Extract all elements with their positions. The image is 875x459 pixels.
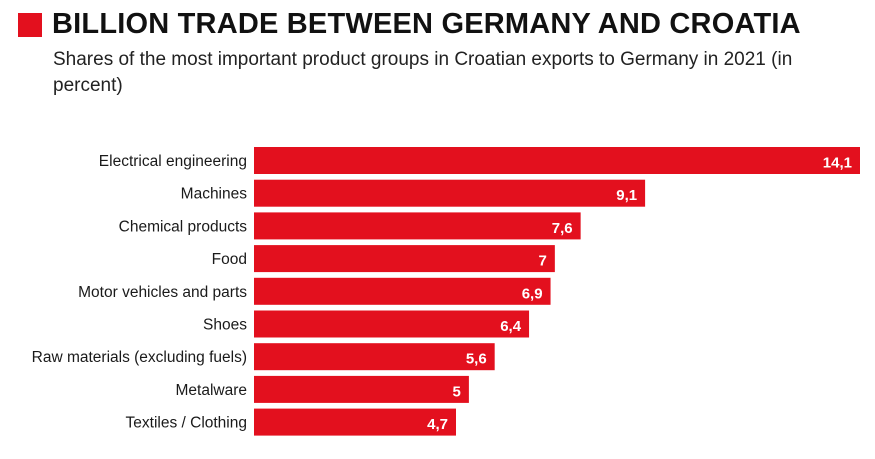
value-label: 5,6 — [466, 351, 487, 368]
value-label: 7 — [539, 253, 547, 270]
value-label: 4,7 — [427, 416, 448, 433]
chart-subtitle: Shares of the most important product gro… — [53, 49, 793, 96]
bar-row: Raw materials (excluding fuels) 5,6 — [32, 343, 495, 371]
bar — [254, 147, 860, 174]
bar-row: Motor vehicles and parts 6,9 — [78, 277, 551, 305]
bar — [254, 245, 555, 273]
bar-row: Food 7 — [212, 245, 555, 273]
bar — [254, 343, 495, 371]
bar-row: Shoes 6,4 — [203, 310, 530, 338]
bar-row: Machines 9,1 — [181, 179, 646, 207]
bar-row: Metalware 5 — [176, 375, 469, 403]
bar-row: Textiles / Clothing 4,7 — [126, 408, 456, 436]
bar — [254, 179, 646, 207]
bar — [254, 310, 530, 338]
title-row: BILLION TRADE BETWEEN GERMANY AND CROATI… — [18, 8, 801, 41]
value-label: 5 — [453, 383, 461, 400]
value-label: 9,1 — [616, 187, 637, 204]
category-label: Motor vehicles and parts — [78, 284, 247, 301]
bar — [254, 212, 581, 240]
category-label: Machines — [181, 186, 248, 203]
bar — [254, 375, 469, 403]
value-label: 14,1 — [823, 155, 852, 172]
bar-row: Electrical engineering 14,1 — [99, 147, 860, 174]
chart-title: BILLION TRADE BETWEEN GERMANY AND CROATI… — [52, 8, 801, 40]
value-label: 6,9 — [522, 285, 543, 302]
category-label: Electrical engineering — [99, 153, 247, 170]
bar-row: Chemical products 7,6 — [119, 212, 581, 240]
category-label: Textiles / Clothing — [126, 415, 247, 432]
bar — [254, 408, 456, 436]
value-label: 7,6 — [552, 220, 573, 237]
category-label: Chemical products — [119, 218, 248, 235]
category-label: Raw materials (excluding fuels) — [32, 349, 247, 366]
bar — [254, 277, 551, 305]
category-label: Shoes — [203, 317, 247, 334]
category-label: Metalware — [176, 382, 248, 399]
value-label: 6,4 — [500, 318, 522, 335]
category-label: Food — [212, 251, 247, 268]
title-marker-square — [18, 12, 42, 37]
